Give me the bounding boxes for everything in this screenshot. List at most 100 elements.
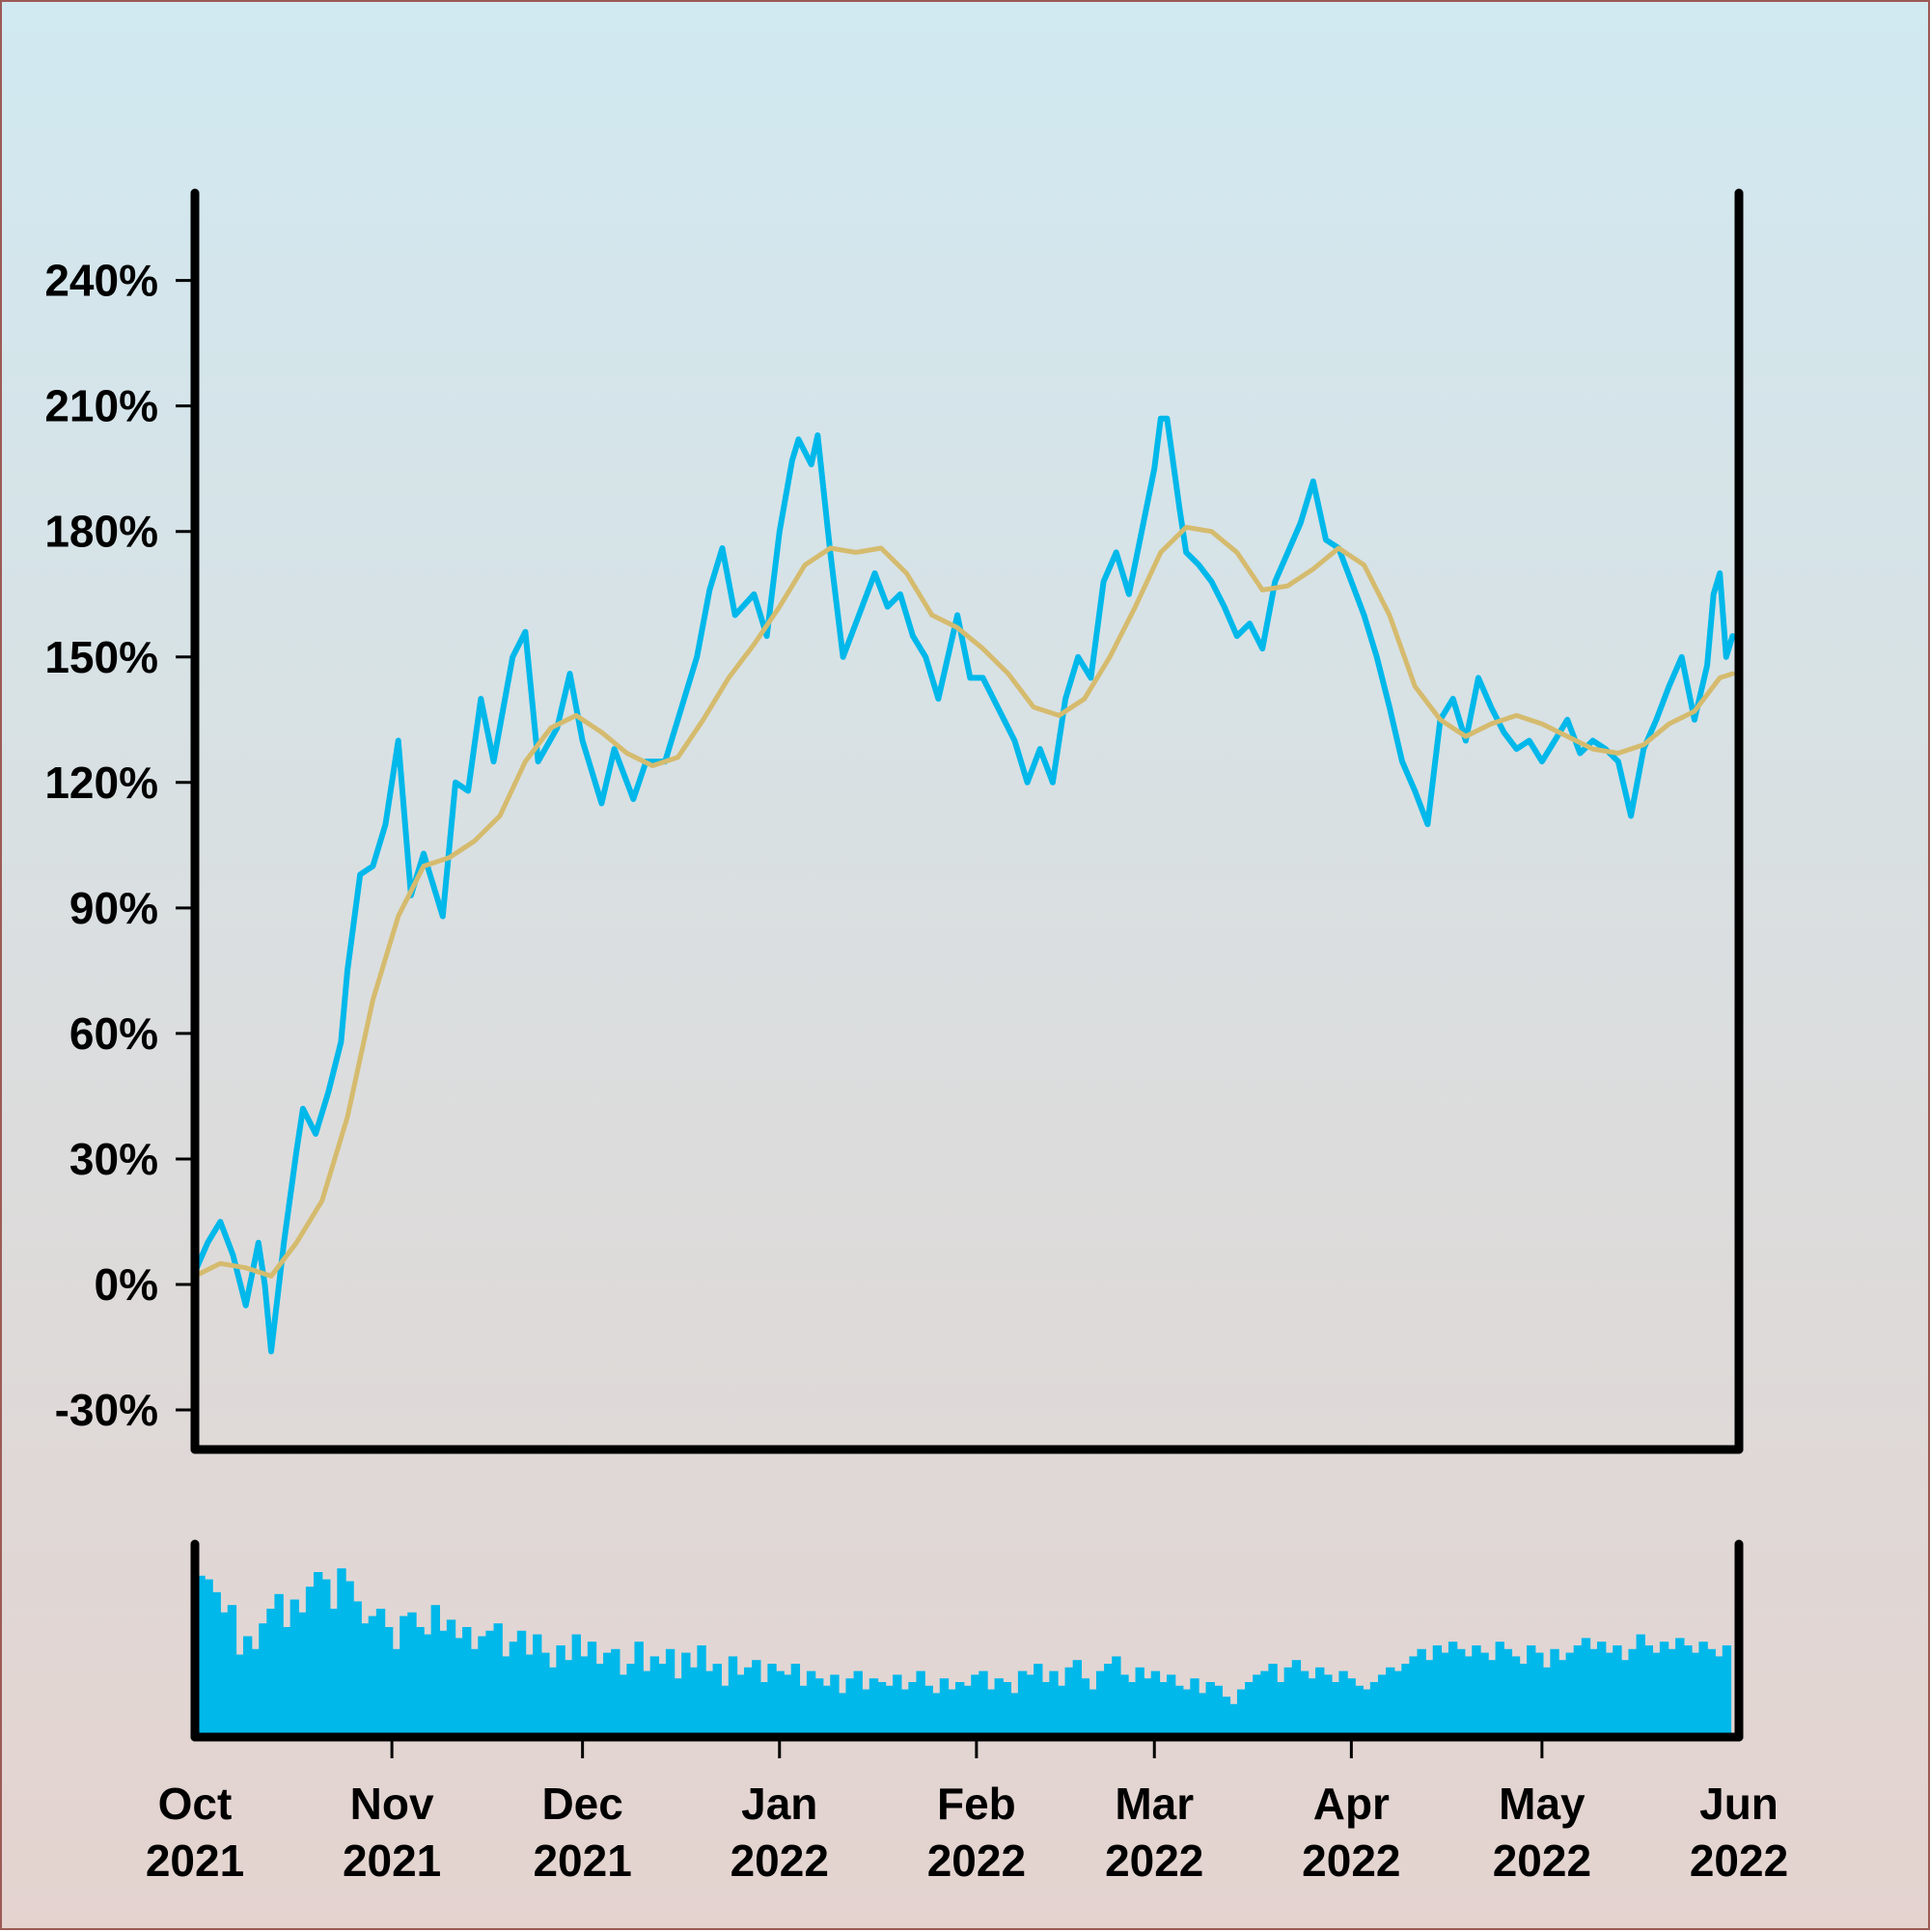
volume-bar <box>1002 1682 1012 1737</box>
volume-bar <box>759 1682 769 1737</box>
volume-bar <box>1683 1645 1693 1737</box>
volume-bar <box>1487 1660 1497 1737</box>
moving-average-line <box>192 524 1735 1279</box>
volume-bar <box>540 1652 550 1737</box>
x-tick-label-year: 2022 <box>1690 1835 1788 1886</box>
volume-bar <box>994 1678 1004 1737</box>
volume-bar <box>329 1609 339 1737</box>
y-tick-label: 180% <box>44 507 158 557</box>
volume-bar <box>1049 1670 1059 1737</box>
volume-bar <box>611 1648 620 1737</box>
y-tick-label: 210% <box>44 381 158 431</box>
volume-bar <box>407 1612 417 1737</box>
volume-bar <box>533 1634 542 1737</box>
x-tick-label-month: Nov <box>350 1779 434 1829</box>
volume-bar <box>375 1609 386 1737</box>
volume-bar <box>947 1689 957 1737</box>
volume-bar <box>1283 1667 1293 1737</box>
volume-bar <box>1534 1652 1544 1737</box>
volume-bar <box>626 1664 636 1737</box>
volume-bar <box>1331 1682 1340 1737</box>
volume-bar <box>368 1615 378 1737</box>
volume-bar <box>767 1664 777 1737</box>
volume-bar <box>1057 1685 1066 1737</box>
volume-bar <box>290 1599 300 1737</box>
volume-bar <box>1651 1652 1662 1737</box>
x-tick-label-month: May <box>1499 1779 1585 1829</box>
y-tick-label: 0% <box>95 1259 158 1310</box>
volume-bar <box>1588 1648 1599 1737</box>
volume-bar <box>1174 1685 1184 1737</box>
volume-bar <box>979 1670 988 1737</box>
volume-bar <box>681 1652 691 1737</box>
y-tick-label: -30% <box>55 1385 158 1435</box>
x-tick-label-month: Jun <box>1699 1779 1778 1829</box>
volume-bar <box>274 1593 284 1737</box>
y-tick-label: 90% <box>69 883 158 933</box>
x-tick-label-year: 2022 <box>1493 1835 1591 1886</box>
volume-bar <box>305 1587 316 1737</box>
volume-bar <box>775 1670 785 1737</box>
volume-bar <box>1503 1648 1513 1737</box>
volume-bar <box>594 1664 605 1737</box>
volume-bar <box>485 1630 495 1737</box>
volume-bar <box>1386 1667 1395 1737</box>
volume-bar <box>430 1605 440 1737</box>
volume-bar <box>1613 1645 1622 1737</box>
volume-bar <box>1628 1648 1638 1737</box>
volume-bar <box>838 1693 847 1737</box>
volume-bar <box>963 1685 973 1737</box>
x-tick-label-year: 2022 <box>1105 1835 1203 1886</box>
volume-bar <box>619 1674 628 1737</box>
volume-bar <box>1080 1678 1090 1737</box>
volume-bar <box>1479 1652 1489 1737</box>
volume-bar <box>1424 1660 1434 1737</box>
volume-bar <box>900 1689 910 1737</box>
volume-bar <box>1581 1638 1591 1737</box>
x-axis-ticks: Oct 2021 Nov 2021 Dec 2021 Jan 2022 Feb 2022 Mar 20… <box>146 1737 1788 1886</box>
volume-bar <box>478 1636 487 1737</box>
volume-bar <box>587 1642 597 1737</box>
volume-bar <box>251 1648 261 1737</box>
volume-bar <box>1698 1642 1708 1737</box>
volume-bar <box>345 1581 354 1737</box>
volume-bar <box>634 1642 644 1737</box>
volume-bar <box>704 1670 714 1737</box>
volume-bar <box>1518 1664 1529 1737</box>
volume-bar <box>1276 1682 1285 1737</box>
volume-bar <box>665 1648 676 1737</box>
volume-bar <box>579 1656 590 1737</box>
volume-bar <box>1620 1660 1630 1737</box>
volume-bar <box>509 1642 519 1737</box>
volume-bar <box>1550 1648 1559 1737</box>
volume-bar <box>266 1609 276 1737</box>
volume-bar <box>649 1656 660 1737</box>
volume-bar <box>556 1645 565 1737</box>
volume-bar <box>1245 1682 1254 1737</box>
volume-bar <box>1417 1648 1426 1737</box>
volume-bar <box>674 1678 683 1737</box>
volume-bar <box>1135 1667 1144 1737</box>
volume-bar <box>1495 1642 1504 1737</box>
volume-bar <box>1025 1674 1035 1737</box>
volume-bar <box>814 1678 824 1737</box>
volume-bar <box>446 1619 456 1737</box>
volume-bar <box>1409 1656 1419 1737</box>
volume-bar <box>1354 1685 1364 1737</box>
volume-bar <box>1253 1674 1262 1737</box>
volume-bar <box>1034 1664 1043 1737</box>
volume-bar <box>931 1693 942 1737</box>
volume-bar <box>1182 1689 1192 1737</box>
volume-bar <box>1150 1670 1161 1737</box>
volume-bar <box>845 1678 855 1737</box>
volume-bar <box>337 1568 346 1737</box>
volume-bar <box>493 1623 503 1737</box>
volume-bar <box>1095 1670 1106 1737</box>
volume-bar <box>1558 1660 1567 1737</box>
volume-bar <box>1228 1703 1239 1737</box>
volume-bar <box>752 1660 761 1737</box>
volume-bar <box>1393 1670 1403 1737</box>
volume-bar <box>830 1674 840 1737</box>
volume-bar <box>1072 1660 1083 1737</box>
volume-bar <box>783 1674 792 1737</box>
